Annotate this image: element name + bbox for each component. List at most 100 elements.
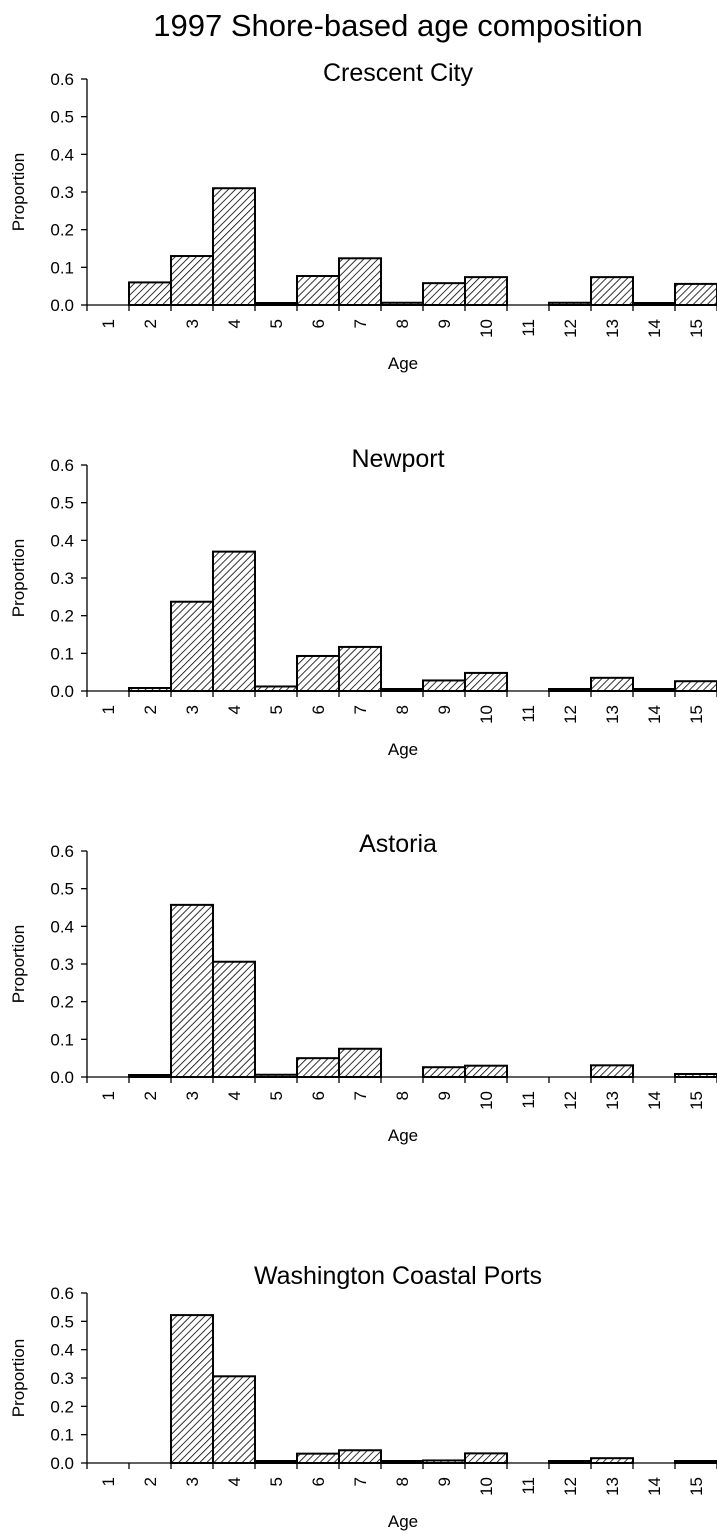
x-tick-label: 13 — [603, 705, 622, 724]
y-tick-label: 0.1 — [50, 258, 74, 277]
x-tick-label: 2 — [141, 705, 160, 714]
x-tick-label: 11 — [519, 319, 538, 337]
y-tick-label: 0.0 — [50, 682, 74, 701]
bar-age-4 — [212, 960, 256, 1078]
x-axis-label: Age — [388, 1512, 418, 1531]
x-tick-label: 2 — [141, 1477, 160, 1486]
y-tick-label: 0.5 — [50, 1312, 74, 1331]
y-tick-label: 0.3 — [50, 569, 74, 588]
y-tick-label: 0.5 — [50, 494, 74, 513]
y-tick-label: 0.1 — [50, 644, 74, 663]
bar-age-13 — [590, 1064, 634, 1079]
y-tick-label: 0.3 — [50, 183, 74, 202]
bar-age-6 — [296, 1452, 340, 1465]
x-tick-label: 5 — [267, 1477, 286, 1486]
figure-title: 1997 Shore-based age composition — [153, 8, 642, 43]
bar-age-3 — [170, 255, 214, 306]
bar-age-10 — [464, 1452, 508, 1465]
x-tick-label: 8 — [393, 319, 412, 328]
x-tick-label: 4 — [225, 705, 244, 714]
x-tick-label: 5 — [267, 705, 286, 714]
y-tick-label: 0.2 — [50, 607, 74, 626]
x-tick-label: 15 — [687, 1091, 706, 1110]
x-tick-label: 9 — [435, 1477, 454, 1486]
x-tick-label: 10 — [477, 319, 496, 338]
x-tick-label: 14 — [645, 1091, 664, 1110]
x-tick-label: 13 — [603, 319, 622, 338]
bar-age-3 — [170, 903, 214, 1079]
y-tick-label: 0.2 — [50, 221, 74, 240]
bar-age-15 — [674, 680, 717, 692]
bar-age-3 — [170, 1314, 214, 1464]
y-tick-label: 0.4 — [50, 531, 74, 550]
x-tick-label: 1 — [99, 319, 118, 328]
x-tick-label: 7 — [351, 1477, 370, 1486]
x-tick-label: 4 — [225, 319, 244, 328]
y-tick-label: 0.2 — [50, 993, 74, 1012]
x-axis-label: Age — [388, 740, 418, 759]
bar-age-13 — [590, 1457, 634, 1465]
x-tick-label: 10 — [477, 705, 496, 724]
x-tick-label: 15 — [687, 705, 706, 724]
bar-age-4 — [212, 187, 256, 307]
bar-age-4 — [212, 1375, 256, 1465]
x-tick-label: 2 — [141, 1091, 160, 1100]
x-tick-label: 13 — [603, 1091, 622, 1110]
x-tick-label: 4 — [225, 1477, 244, 1486]
bar-age-7 — [338, 257, 382, 306]
x-tick-label: 10 — [477, 1091, 496, 1110]
panel-title: Crescent City — [323, 59, 474, 87]
x-tick-label: 14 — [645, 1477, 664, 1496]
x-tick-label: 15 — [687, 319, 706, 338]
x-tick-label: 14 — [645, 705, 664, 724]
bar-age-7 — [338, 1047, 382, 1078]
panel-title: Astoria — [359, 830, 437, 858]
x-tick-label: 9 — [435, 705, 454, 714]
x-tick-label: 8 — [393, 1091, 412, 1100]
y-tick-label: 0.1 — [50, 1030, 74, 1049]
y-axis-label: Proportion — [9, 925, 28, 1003]
y-tick-label: 0.5 — [50, 108, 74, 127]
panel-title: Washington Coastal Ports — [254, 1262, 542, 1290]
bar-age-9 — [422, 282, 466, 306]
x-tick-label: 11 — [519, 705, 538, 723]
y-tick-label: 0.3 — [50, 955, 74, 974]
y-tick-label: 0.4 — [50, 917, 74, 936]
bar-age-4 — [212, 550, 256, 693]
x-tick-label: 8 — [393, 705, 412, 714]
x-tick-label: 5 — [267, 319, 286, 328]
y-tick-label: 0.4 — [50, 145, 74, 164]
bar-age-5 — [254, 685, 298, 692]
bar-age-10 — [464, 671, 508, 692]
x-tick-label: 9 — [435, 319, 454, 328]
x-tick-label: 8 — [393, 1477, 412, 1486]
x-tick-label: 2 — [141, 319, 160, 328]
x-tick-label: 6 — [309, 1477, 328, 1486]
x-tick-label: 13 — [603, 1477, 622, 1496]
x-tick-label: 3 — [183, 319, 202, 328]
y-tick-label: 0.0 — [50, 296, 74, 315]
x-tick-label: 12 — [561, 1091, 580, 1110]
y-tick-label: 0.6 — [50, 1284, 74, 1303]
x-tick-label: 12 — [561, 1477, 580, 1496]
y-tick-label: 0.1 — [50, 1426, 74, 1445]
y-tick-label: 0.6 — [50, 842, 74, 861]
x-tick-label: 7 — [351, 319, 370, 328]
x-tick-label: 11 — [519, 1477, 538, 1495]
panel-title: Newport — [351, 445, 444, 473]
x-tick-label: 3 — [183, 1091, 202, 1100]
x-axis-label: Age — [388, 354, 418, 373]
x-tick-label: 15 — [687, 1477, 706, 1496]
y-tick-label: 0.0 — [50, 1068, 74, 1087]
bar-age-7 — [338, 645, 382, 692]
bar-age-9 — [422, 679, 466, 692]
x-axis-label: Age — [388, 1126, 418, 1145]
y-tick-label: 0.3 — [50, 1369, 74, 1388]
x-tick-label: 5 — [267, 1091, 286, 1100]
bar-age-2 — [128, 281, 172, 306]
y-axis-label: Proportion — [9, 539, 28, 617]
bar-age-6 — [296, 274, 340, 307]
